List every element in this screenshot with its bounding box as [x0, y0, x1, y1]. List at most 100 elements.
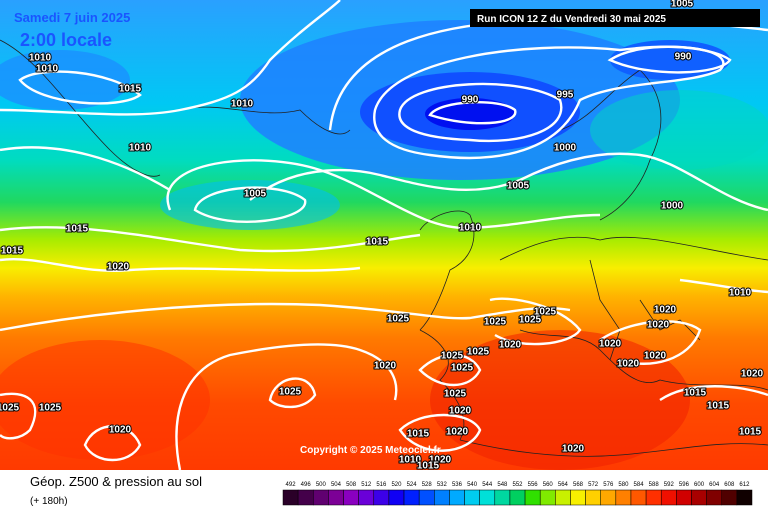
colorbar-label: 572 — [588, 482, 599, 488]
isobar-label: 1010 — [231, 99, 254, 110]
colorbar-label: 500 — [316, 482, 327, 488]
colorbar-cell — [464, 489, 480, 506]
colorbar-cell — [449, 489, 465, 506]
colorbar-cell — [570, 489, 586, 506]
colorbar-cell — [600, 489, 617, 506]
isobar-label: 1010 — [29, 53, 52, 64]
isobar-label: 1015 — [1, 246, 24, 257]
colorbar-label: 516 — [376, 482, 387, 488]
colorbar-label: 568 — [573, 482, 584, 488]
colorbar-label: 536 — [452, 482, 463, 488]
isobar-label: 1025 — [387, 314, 410, 325]
isobar-label: 1025 — [519, 315, 542, 326]
colorbar-label: 520 — [391, 482, 402, 488]
colorbar-cell — [615, 489, 632, 506]
colorbar-cell — [434, 489, 450, 506]
colorbar-label: 492 — [286, 482, 297, 488]
colorbar-label: 596 — [679, 482, 690, 488]
colorbar-cell — [706, 489, 722, 506]
isobar-label: 1020 — [599, 339, 622, 350]
colorbar-label: 600 — [694, 482, 705, 488]
colorbar-cell — [494, 489, 511, 506]
isobar-label: 1005 — [244, 189, 267, 200]
isobar-label: 1020 — [741, 369, 764, 380]
isobar-label: 1015 — [707, 401, 730, 412]
coastlines — [0, 39, 768, 457]
colorbar-cell — [328, 489, 344, 506]
isobar-label: 1020 — [617, 359, 640, 370]
isobar-labels: 1010101010151010101010059909909951000100… — [0, 0, 765, 473]
colorbar-label: 548 — [497, 482, 508, 488]
isobar-label: 1020 — [429, 455, 452, 466]
colorbar-label: 524 — [407, 482, 418, 488]
local-time: 2:00 locale — [20, 30, 112, 50]
isobar-label: 1020 — [446, 427, 469, 438]
isobar-label: 1020 — [107, 262, 130, 273]
colorbar-label: 496 — [301, 482, 312, 488]
copyright: Copyright © 2025 Meteociel.fr — [300, 445, 441, 456]
colorbar-label: 504 — [331, 482, 342, 488]
isobar-label: 1005 — [507, 181, 530, 192]
colorbar-label: 512 — [361, 482, 372, 488]
colorbar-label: 528 — [422, 482, 433, 488]
colorbar-label: 556 — [528, 482, 539, 488]
colorbar-label: 612 — [739, 482, 750, 488]
colorbar-label: 580 — [618, 482, 629, 488]
colorbar-cell — [343, 489, 359, 506]
isobar-label: 1025 — [534, 307, 557, 318]
isobar-label: 1025 — [441, 351, 464, 362]
colorbar-label: 592 — [664, 482, 675, 488]
colorbar-cell — [691, 489, 707, 506]
colorbar-cell — [282, 489, 299, 506]
colorbar-cell — [297, 489, 314, 506]
isobar-label: 1010 — [729, 288, 752, 299]
colorbar-cell — [721, 489, 738, 506]
isobar-label: 1025 — [484, 317, 507, 328]
isobar-label: 1015 — [66, 224, 89, 235]
isobar-label: 1010 — [399, 455, 422, 466]
colorbar-cell — [736, 489, 753, 506]
colorbar-cell — [660, 489, 677, 506]
isobar-label: 1015 — [684, 388, 707, 399]
isobar-label: 1020 — [654, 305, 677, 316]
isobar-label: 1010 — [129, 143, 152, 154]
isobar-label: 1020 — [562, 444, 585, 455]
isobar-label: 1010 — [36, 64, 59, 75]
colorbar-label: 588 — [649, 482, 660, 488]
isobar-label: 1020 — [647, 320, 670, 331]
colorbar-label: 552 — [512, 482, 523, 488]
isobar-label: 1015 — [119, 84, 142, 95]
colorbar-label: 604 — [709, 482, 720, 488]
map-background — [0, 0, 768, 470]
colorbar-label: 564 — [558, 482, 569, 488]
isobar-label: 1020 — [449, 406, 472, 417]
isobar-label: 1025 — [279, 387, 302, 398]
isobar-label: 1025 — [39, 403, 62, 414]
colorbar: 492 496 500 504 508 512 516 520 524 528 532 536 540 5… — [282, 482, 753, 506]
colorbar-cell — [418, 489, 435, 506]
colorbar-label: 540 — [467, 482, 478, 488]
isobar-label: 1000 — [661, 201, 684, 212]
isobar-label: 1000 — [554, 143, 577, 154]
isobar-label: 1020 — [109, 425, 132, 436]
isobars — [0, 0, 768, 470]
isobar-label: 1015 — [739, 427, 762, 438]
colorbar-cell — [388, 489, 405, 506]
isobar-label: 1025 — [0, 403, 20, 414]
isobar-label: 1020 — [499, 340, 522, 351]
date: Samedi 7 juin 2025 — [14, 10, 130, 25]
isobar-label: 1020 — [374, 361, 397, 372]
colorbar-cell — [479, 489, 496, 506]
colorbar-cell — [358, 489, 375, 506]
isobar-label: 1020 — [644, 351, 667, 362]
colorbar-cell — [403, 489, 420, 506]
colorbar-cell — [539, 489, 556, 506]
run-box — [470, 9, 760, 27]
isobar-label: 1010 — [459, 223, 482, 234]
header: Samedi 7 juin 2025 2:00 locale Run ICON … — [14, 9, 760, 50]
colorbar-cell — [676, 489, 692, 506]
isobar-label: 1015 — [407, 429, 430, 440]
colorbar-cell — [630, 489, 647, 506]
forecast-step: (+ 180h) — [30, 496, 68, 507]
